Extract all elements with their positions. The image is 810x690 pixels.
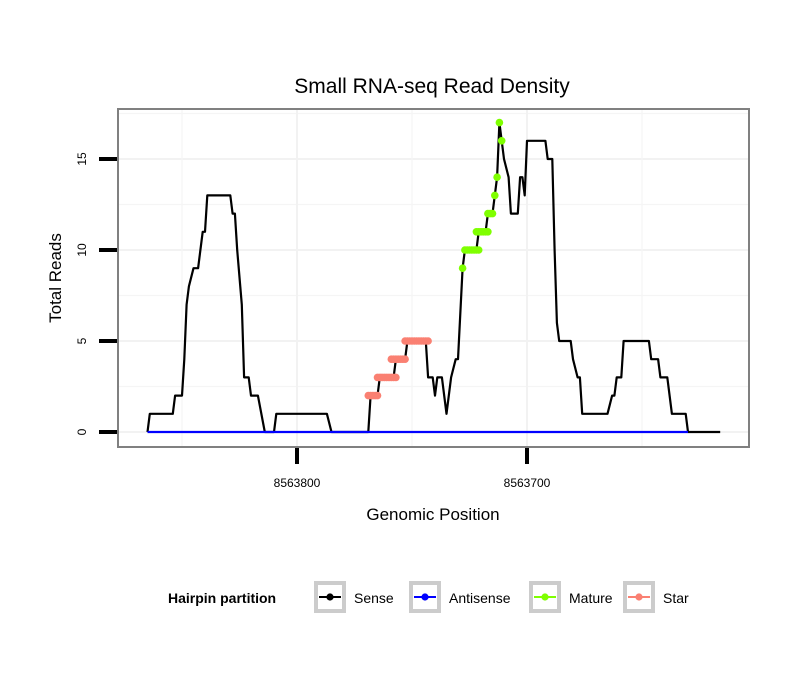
plot-panel — [117, 108, 750, 448]
data-point-star — [373, 391, 382, 400]
data-point-mature — [484, 228, 492, 236]
data-point-star — [392, 373, 400, 382]
data-point-mature — [495, 118, 504, 127]
series-points-star — [364, 337, 432, 400]
y-axis-title: Total Reads — [46, 233, 65, 323]
legend-dot-star — [635, 593, 643, 601]
legend-item-star: Star — [623, 581, 689, 613]
legend-item-mature: Mature — [529, 581, 613, 613]
series-line-sense — [146, 121, 721, 434]
grid-lines — [118, 109, 749, 447]
legend-dot-antisense — [421, 593, 429, 601]
x-axis: 8563800 8563700 — [274, 448, 551, 490]
data-point-mature — [458, 264, 467, 273]
y-tick-label: 15 — [75, 152, 89, 166]
panel-border — [117, 108, 750, 448]
y-tick-label: 0 — [75, 428, 89, 435]
legend-dot-mature — [541, 593, 549, 601]
legend-label-antisense: Antisense — [449, 590, 511, 606]
data-point-mature — [488, 209, 497, 218]
legend-label-star: Star — [663, 590, 689, 606]
data-point-mature — [497, 137, 506, 145]
legend-item-antisense: Antisense — [409, 581, 511, 613]
y-axis: 0 5 10 15 — [75, 152, 117, 435]
legend-label-sense: Sense — [354, 590, 394, 606]
y-tick-label: 5 — [75, 337, 89, 344]
data-point-star — [424, 337, 432, 345]
legend: Hairpin partition Sense Antisense Mature St… — [168, 581, 689, 613]
x-tick-label: 8563700 — [504, 476, 551, 490]
series-points-mature — [458, 118, 506, 273]
x-axis-title: Genomic Position — [366, 505, 499, 524]
series-layer — [146, 118, 721, 434]
legend-key-star — [623, 581, 655, 613]
y-tick-label: 10 — [75, 243, 89, 257]
data-point-star — [401, 355, 409, 364]
legend-label-mature: Mature — [569, 590, 613, 606]
legend-item-sense: Sense — [314, 581, 394, 613]
data-point-mature — [491, 191, 499, 200]
x-tick-label: 8563800 — [274, 476, 321, 490]
chart-title: Small RNA-seq Read Density — [294, 75, 570, 98]
legend-dot-sense — [326, 593, 334, 601]
legend-title: Hairpin partition — [168, 590, 276, 606]
data-point-mature — [474, 246, 483, 254]
data-point-mature — [493, 173, 501, 181]
